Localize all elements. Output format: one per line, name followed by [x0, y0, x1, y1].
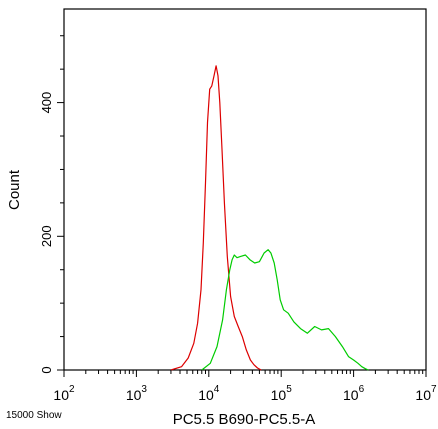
- x-axis-ticks: 102 103 104 105 106 107: [53, 370, 437, 403]
- y-tick-label-0: 0: [39, 366, 54, 373]
- series-line-1: [170, 65, 262, 371]
- x-tick-label-3: 103: [126, 384, 148, 403]
- series-layer: [170, 65, 369, 371]
- plot-frame: [63, 8, 427, 371]
- y-tick-label-400: 400: [39, 92, 54, 114]
- footer-label: 15000 Show: [6, 410, 62, 421]
- y-axis-ticks: 0 200 400: [39, 35, 64, 374]
- x-tick-label-5: 105: [271, 384, 293, 403]
- x-tick-label-7: 107: [415, 384, 437, 403]
- series-line-2: [201, 249, 369, 371]
- x-tick-label-2: 102: [53, 384, 75, 403]
- x-tick-label-6: 106: [343, 384, 365, 403]
- x-axis-title: PC5.5 B690-PC5.5-A: [173, 411, 316, 428]
- y-tick-label-200: 200: [39, 225, 54, 247]
- y-axis-title: Count: [6, 169, 23, 210]
- x-tick-label-4: 104: [198, 384, 220, 403]
